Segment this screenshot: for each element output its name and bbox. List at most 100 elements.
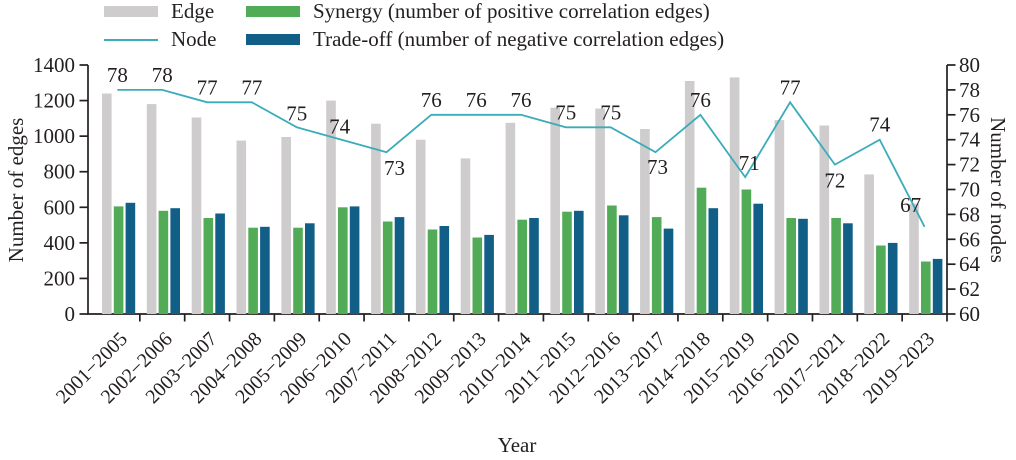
synergy-bar bbox=[831, 218, 841, 314]
right-axis-tick-label: 64 bbox=[959, 252, 981, 276]
left-axis-tick-label: 400 bbox=[44, 231, 76, 255]
right-axis-tick-label: 68 bbox=[959, 202, 980, 226]
tradeoff-bar-swatch bbox=[246, 34, 300, 45]
synergy-bar-swatch bbox=[246, 6, 300, 17]
left-axis-tick-label: 200 bbox=[44, 266, 76, 290]
edge-bar bbox=[415, 139, 426, 314]
tradeoff-swatch-cell bbox=[246, 28, 300, 51]
synergy-bar bbox=[921, 261, 931, 314]
synergy-bar bbox=[696, 187, 707, 314]
node-value-label: 77 bbox=[197, 75, 218, 99]
edge-bar bbox=[281, 137, 291, 314]
node-value-label: 77 bbox=[241, 75, 262, 99]
synergy-bar bbox=[472, 237, 483, 314]
node-value-label: 76 bbox=[690, 88, 711, 112]
tradeoff-bar bbox=[574, 210, 584, 314]
edge-bar-swatch bbox=[104, 6, 158, 17]
edge-bar bbox=[864, 174, 874, 314]
tradeoff-bar bbox=[305, 223, 315, 314]
node-value-label: 74 bbox=[869, 113, 891, 137]
node-swatch-cell bbox=[104, 28, 158, 51]
node-value-label: 77 bbox=[780, 75, 801, 99]
right-axis-tick-label: 80 bbox=[959, 53, 980, 77]
synergy-bar bbox=[741, 189, 752, 314]
edge-bar bbox=[371, 123, 381, 314]
edge-bar bbox=[595, 108, 605, 314]
x-axis-title: Year bbox=[497, 433, 537, 457]
edge-bar bbox=[909, 203, 919, 314]
left-axis-tick-label: 1000 bbox=[33, 124, 75, 148]
edge-bar bbox=[236, 140, 247, 314]
right-axis-tick-label: 78 bbox=[959, 78, 980, 102]
synergy-bar bbox=[382, 221, 393, 314]
edge-bar bbox=[146, 104, 157, 314]
tradeoff-bar bbox=[708, 208, 719, 314]
right-axis-tick-label: 72 bbox=[959, 153, 980, 177]
synergy-bar bbox=[651, 217, 662, 314]
tradeoff-bar bbox=[484, 234, 494, 314]
synergy-bar bbox=[562, 211, 572, 314]
right-axis-tick-label: 60 bbox=[959, 302, 980, 326]
edge-bar bbox=[729, 77, 740, 315]
node-value-label: 78 bbox=[152, 63, 173, 87]
synergy-bar bbox=[203, 218, 214, 314]
synergy-bar bbox=[293, 227, 303, 314]
synergy-bar bbox=[517, 219, 527, 314]
tradeoff-bar bbox=[618, 215, 629, 314]
synergy-bar bbox=[786, 218, 796, 314]
node-value-label: 75 bbox=[555, 100, 576, 124]
node-value-label: 76 bbox=[421, 88, 442, 112]
tradeoff-bar bbox=[439, 226, 450, 314]
tradeoff-bar bbox=[932, 258, 943, 314]
edge-bar bbox=[460, 158, 471, 314]
synergy-bar bbox=[876, 245, 886, 314]
tradeoff-bar bbox=[753, 203, 763, 314]
edge-bar bbox=[191, 117, 202, 314]
tradeoff-bar bbox=[215, 213, 225, 314]
tradeoff-bar bbox=[394, 217, 405, 314]
left-axis-tick-label: 600 bbox=[44, 195, 76, 219]
edge-bar bbox=[505, 122, 516, 314]
edge-legend-label: Edge bbox=[171, 0, 215, 23]
right-axis-tick-label: 76 bbox=[959, 103, 980, 127]
node-value-label: 73 bbox=[384, 156, 405, 180]
tradeoff-legend-label: Trade-off (number of negative correlatio… bbox=[313, 27, 725, 51]
edge-bar bbox=[819, 125, 830, 314]
synergy-bar bbox=[607, 205, 617, 314]
node-value-label: 74 bbox=[329, 115, 351, 139]
node-line bbox=[117, 89, 926, 228]
node-value-label: 73 bbox=[647, 155, 668, 179]
right-axis-tick-label: 62 bbox=[959, 277, 980, 301]
tradeoff-bar bbox=[349, 206, 360, 314]
tradeoff-bar bbox=[798, 218, 808, 314]
synergy-legend-label: Synergy (number of positive correlation … bbox=[313, 0, 710, 23]
node-value-label: 75 bbox=[286, 101, 307, 125]
synergy-bar bbox=[427, 229, 438, 314]
left-axis-tick-label: 800 bbox=[44, 160, 76, 184]
legend: Edge Synergy (number of positive correla… bbox=[104, 0, 724, 51]
node-value-label: 75 bbox=[600, 100, 621, 124]
tradeoff-bar bbox=[887, 242, 898, 314]
synergy-bar bbox=[248, 227, 258, 314]
edge-bar bbox=[640, 129, 650, 314]
tradeoff-bar bbox=[529, 218, 539, 314]
right-axis-tick-label: 74 bbox=[959, 128, 981, 152]
left-axis-tick-label: 1200 bbox=[33, 89, 75, 113]
left-axis-tick-label: 1400 bbox=[33, 53, 75, 77]
synergy-bar bbox=[338, 207, 348, 314]
node-value-label: 76 bbox=[466, 88, 487, 112]
node-value-label: 76 bbox=[511, 88, 532, 112]
node-value-label: 72 bbox=[824, 169, 845, 193]
tradeoff-bar bbox=[260, 226, 270, 314]
node-legend-label: Node bbox=[171, 27, 217, 51]
tradeoff-bar bbox=[125, 202, 136, 314]
edge-bar bbox=[102, 93, 112, 314]
edge-bar bbox=[550, 107, 560, 314]
synergy-bar bbox=[113, 206, 124, 314]
node-value-label: 67 bbox=[900, 193, 921, 217]
edge-bar bbox=[326, 100, 336, 314]
node-line-swatch bbox=[104, 38, 158, 41]
tradeoff-bar bbox=[170, 208, 180, 314]
